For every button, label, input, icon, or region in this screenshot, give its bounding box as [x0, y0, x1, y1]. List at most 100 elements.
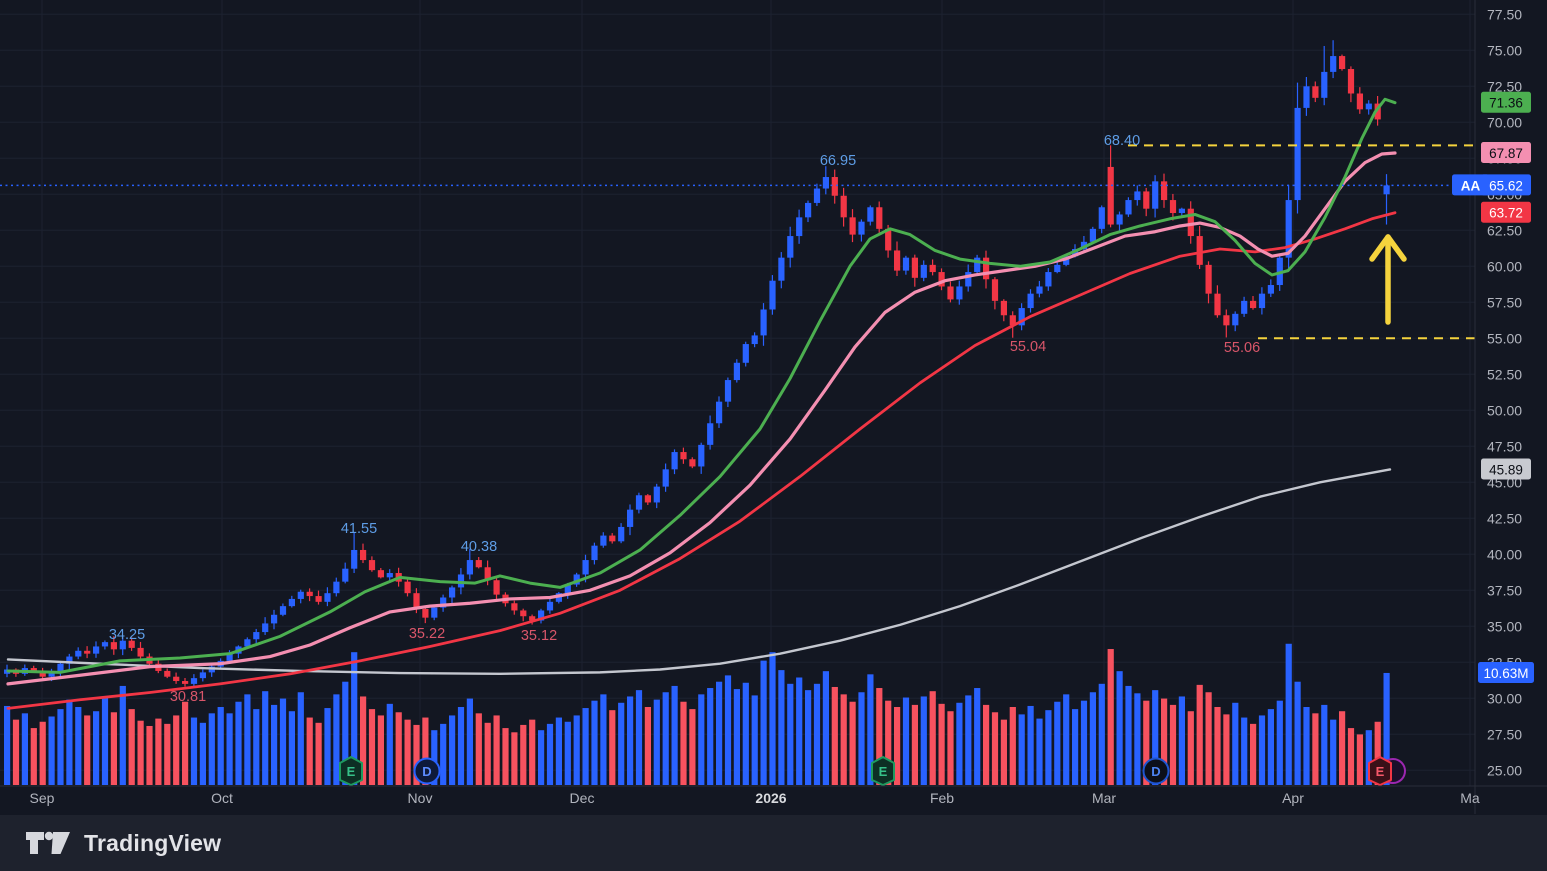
candle-body	[1098, 207, 1105, 229]
tradingview-logo-icon[interactable]	[24, 827, 72, 859]
earnings-marker[interactable]: E	[339, 756, 363, 786]
earnings-marker[interactable]: E	[871, 756, 895, 786]
volume-bar	[1116, 671, 1123, 785]
price-tick-label: 77.50	[1487, 6, 1522, 22]
candle-body	[965, 272, 972, 287]
volume-bar	[698, 694, 705, 785]
volume-bar	[573, 715, 580, 785]
candle-body	[484, 567, 491, 581]
volume-bar	[306, 717, 313, 785]
candle-body	[591, 545, 598, 561]
candle-body	[902, 257, 910, 271]
candle-body	[689, 459, 696, 467]
price-annotation: 40.38	[461, 539, 497, 555]
price-tick-label: 47.50	[1487, 438, 1522, 454]
ma-line-red	[6, 211, 1397, 710]
ma-red-value: 63.72	[1481, 201, 1531, 223]
candle-body	[1321, 71, 1328, 98]
price-tick-label: 40.00	[1487, 546, 1522, 562]
volume-bar	[164, 723, 171, 785]
dividends-marker[interactable]: D	[1142, 757, 1170, 785]
candle-body	[680, 452, 687, 460]
volume-bar	[991, 712, 999, 785]
candle-body	[600, 535, 607, 546]
ma-green-value: 71.36	[1481, 91, 1531, 113]
volume-bar	[644, 707, 651, 785]
candle-body	[840, 195, 847, 218]
candle-body	[787, 236, 794, 258]
volume-bar	[1339, 711, 1346, 785]
dividends-marker[interactable]: D	[413, 757, 441, 785]
volume-bar	[208, 713, 215, 785]
candle-body	[618, 526, 625, 542]
candle-body	[1089, 228, 1096, 242]
svg-text:63.72: 63.72	[1489, 206, 1523, 221]
candles	[4, 40, 1390, 687]
time-tick-label: Nov	[408, 790, 433, 806]
price-tick-label: 62.50	[1487, 222, 1522, 238]
volume-bar	[1303, 707, 1310, 785]
candle-body	[351, 549, 358, 569]
volume-bar	[66, 699, 73, 785]
volume-bar	[849, 701, 856, 785]
volume-bar	[386, 703, 393, 785]
candle-body	[724, 380, 732, 402]
candle-body	[1223, 315, 1230, 326]
candle-body	[30, 668, 37, 671]
svg-text:65.62: 65.62	[1489, 178, 1523, 193]
up-arrow-drawing[interactable]	[1369, 234, 1407, 325]
price-tick-label: 37.50	[1487, 582, 1522, 598]
candle-body	[226, 653, 233, 661]
candle-body	[1027, 293, 1034, 309]
volume-bar	[805, 690, 812, 785]
price-tick-label: 27.50	[1487, 726, 1522, 742]
price-tick-label: 30.00	[1487, 690, 1522, 706]
candle-body	[288, 598, 295, 607]
candle-body	[1161, 181, 1168, 201]
volume-bar	[555, 717, 562, 785]
footer-bar: TradingView	[0, 815, 1547, 871]
candle-body	[920, 264, 927, 278]
volume-bar	[1356, 734, 1363, 785]
earnings-marker[interactable]: E	[1368, 756, 1406, 786]
volume-bar	[119, 685, 126, 785]
volume-bar	[315, 722, 322, 785]
volume-bar	[894, 707, 901, 785]
candlestick-chart[interactable]: 34.25 30.81 41.55 35.22 40.38 35.12 66.95 68.40…	[0, 0, 1547, 815]
volume-bar	[733, 689, 740, 785]
svg-text:AA: AA	[1461, 178, 1481, 193]
volume-bar	[1009, 707, 1016, 785]
candle-body	[297, 591, 304, 599]
volume-bar	[30, 728, 37, 785]
volume-bar	[671, 685, 678, 785]
candle-body	[1214, 293, 1221, 316]
candle-body	[1294, 107, 1301, 201]
volume-bar	[742, 682, 749, 785]
price-annotation: 41.55	[341, 521, 377, 537]
volume-bar	[796, 677, 803, 785]
volume-bar	[1098, 683, 1105, 785]
candle-body	[190, 678, 198, 684]
candle-body	[128, 640, 135, 648]
time-scale[interactable]: Sep Oct Nov Dec 2026 Feb Mar Apr Ma	[30, 790, 1480, 806]
volume-bar	[1312, 713, 1319, 785]
volume-bar	[1161, 698, 1168, 785]
candle-body	[1063, 256, 1070, 265]
volume-bar	[440, 723, 447, 785]
candle-body	[1205, 264, 1212, 294]
volume-bar	[769, 652, 776, 785]
volume-bar	[1000, 719, 1007, 785]
price-tick-label: 55.00	[1487, 330, 1522, 346]
candle-body	[368, 560, 376, 571]
price-tick-label: 50.00	[1487, 402, 1522, 418]
volume-bar	[609, 710, 616, 785]
volume-bar	[591, 700, 598, 785]
volume-bar	[217, 707, 224, 785]
price-tick-label: 42.50	[1487, 510, 1522, 526]
volume-bar	[413, 724, 420, 785]
volume-bar	[635, 690, 643, 785]
candle-body	[93, 646, 100, 654]
volume-bar	[867, 674, 874, 785]
candle-body	[386, 573, 393, 578]
volume-bar	[1178, 696, 1185, 785]
